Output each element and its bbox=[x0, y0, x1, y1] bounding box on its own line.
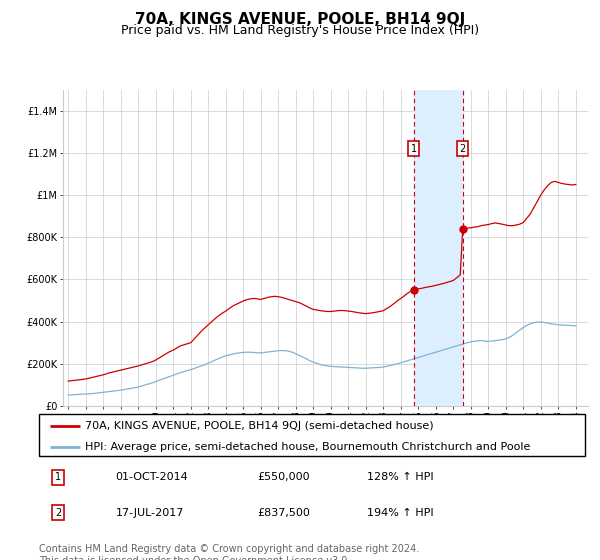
Text: 194% ↑ HPI: 194% ↑ HPI bbox=[367, 508, 433, 517]
Text: 2: 2 bbox=[460, 144, 466, 153]
Text: £550,000: £550,000 bbox=[257, 473, 310, 482]
Text: 128% ↑ HPI: 128% ↑ HPI bbox=[367, 473, 433, 482]
Text: 70A, KINGS AVENUE, POOLE, BH14 9QJ (semi-detached house): 70A, KINGS AVENUE, POOLE, BH14 9QJ (semi… bbox=[85, 421, 434, 431]
Text: HPI: Average price, semi-detached house, Bournemouth Christchurch and Poole: HPI: Average price, semi-detached house,… bbox=[85, 442, 531, 452]
Text: 1: 1 bbox=[411, 144, 417, 153]
Text: £837,500: £837,500 bbox=[257, 508, 310, 517]
Text: 01-OCT-2014: 01-OCT-2014 bbox=[115, 473, 188, 482]
Text: Price paid vs. HM Land Registry's House Price Index (HPI): Price paid vs. HM Land Registry's House … bbox=[121, 24, 479, 36]
Text: 2: 2 bbox=[55, 508, 61, 517]
Text: 70A, KINGS AVENUE, POOLE, BH14 9QJ: 70A, KINGS AVENUE, POOLE, BH14 9QJ bbox=[135, 12, 465, 27]
FancyBboxPatch shape bbox=[39, 414, 585, 456]
Bar bbox=[414, 90, 463, 406]
Text: 1: 1 bbox=[55, 473, 61, 482]
Text: Contains HM Land Registry data © Crown copyright and database right 2024.
This d: Contains HM Land Registry data © Crown c… bbox=[39, 544, 419, 560]
Text: 17-JUL-2017: 17-JUL-2017 bbox=[115, 508, 184, 517]
